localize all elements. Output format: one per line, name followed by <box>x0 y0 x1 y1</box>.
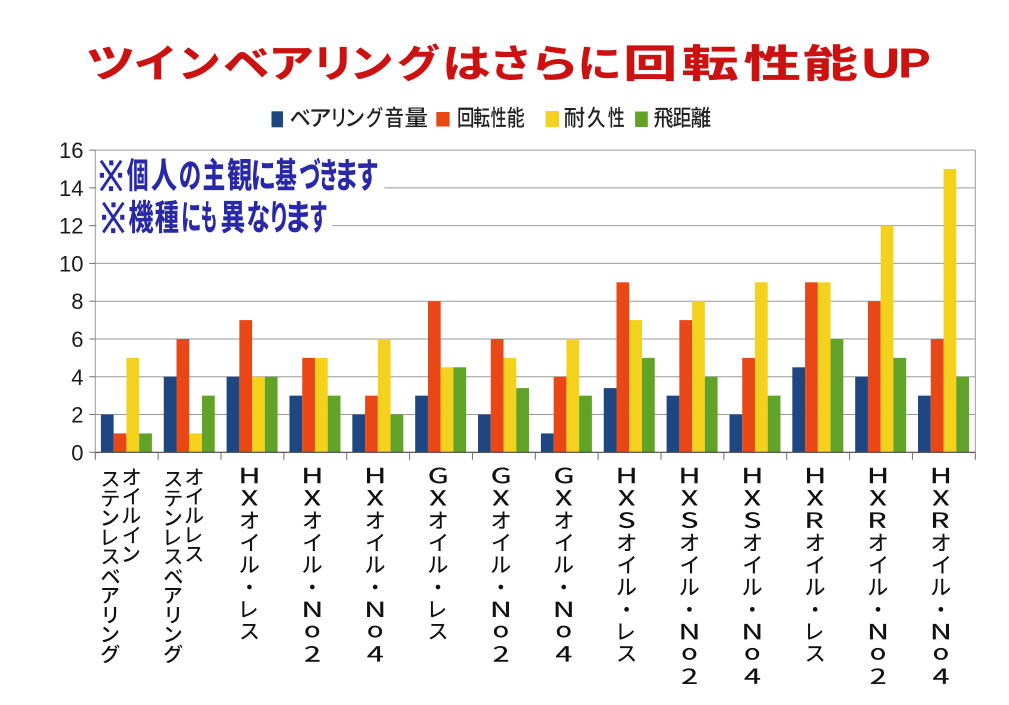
svg-text:16: 16 <box>59 138 83 163</box>
svg-text:12: 12 <box>59 214 83 239</box>
svg-text:2: 2 <box>71 403 83 428</box>
svg-text:0: 0 <box>71 440 83 465</box>
svg-text:6: 6 <box>71 327 83 352</box>
svg-text:4: 4 <box>71 365 83 390</box>
svg-text:10: 10 <box>59 251 83 276</box>
svg-text:8: 8 <box>71 289 83 314</box>
svg-text:14: 14 <box>59 176 83 201</box>
